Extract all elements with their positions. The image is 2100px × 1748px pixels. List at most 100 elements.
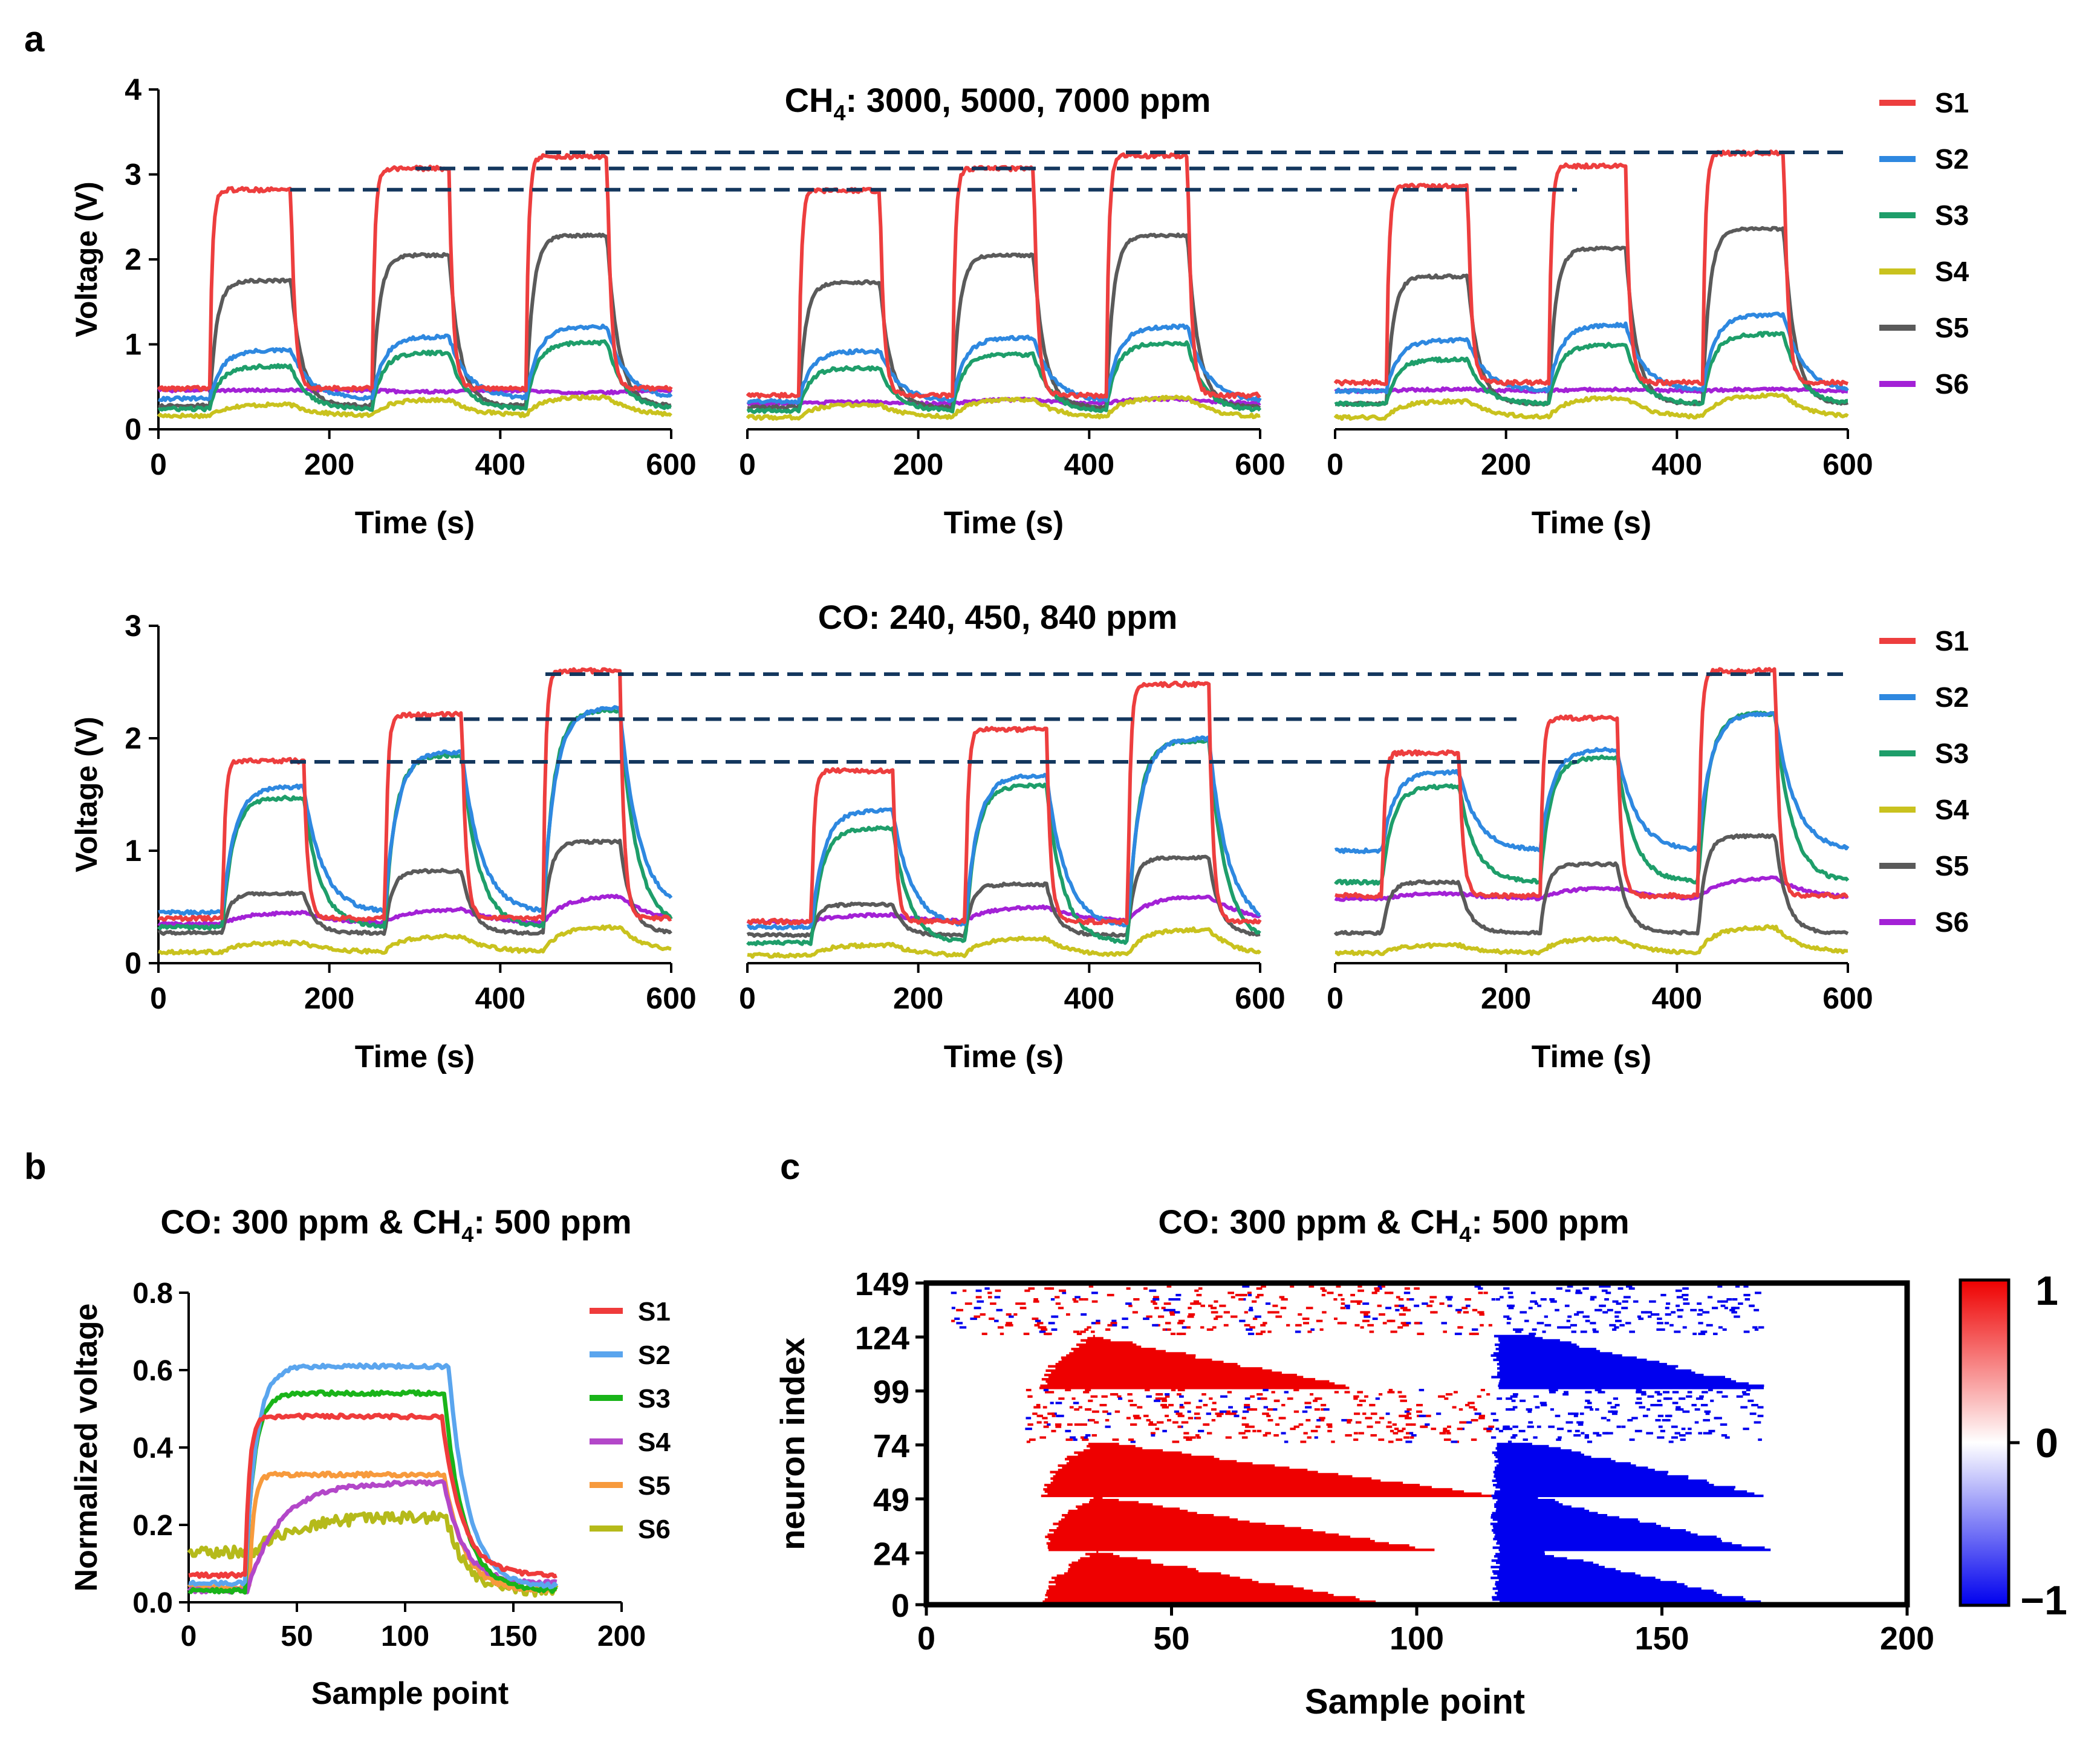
heat-cell: [1281, 1298, 1288, 1301]
heat-cell: [1058, 1307, 1064, 1310]
heat-cell: [1611, 1410, 1618, 1413]
chart-title-sub: 4: [461, 1222, 473, 1247]
heat-cell: [1397, 1326, 1403, 1329]
series-s5-line: [1333, 833, 1849, 936]
series-s3-line: [1334, 331, 1848, 408]
heat-cell: [1494, 1555, 1554, 1558]
heat-cell: [1015, 1302, 1022, 1305]
heat-cell: [1637, 1315, 1641, 1318]
chart-title-main: CH: [785, 81, 834, 119]
heat-cell: [1074, 1408, 1079, 1411]
x-tick-label: 600: [646, 447, 696, 481]
heat-cell: [1518, 1429, 1526, 1432]
y-axis-label: Normalized voltage: [69, 1304, 104, 1592]
heat-cell: [1746, 1389, 1751, 1391]
heat-cell: [1093, 1334, 1095, 1337]
heat-cell: [1117, 1395, 1122, 1398]
heat-cell: [1360, 1311, 1365, 1314]
heat-cell: [1265, 1302, 1271, 1305]
heat-cell: [1090, 1395, 1098, 1398]
y-tick-label: 1: [125, 328, 141, 362]
heat-cell: [1592, 1328, 1596, 1331]
heat-cell: [1187, 1315, 1194, 1318]
heat-cell: [1743, 1428, 1749, 1431]
heat-cell: [1041, 1328, 1048, 1331]
heat-cell: [1682, 1287, 1689, 1290]
heat-cell: [1127, 1393, 1133, 1396]
heat-cell: [1043, 1389, 1049, 1391]
heat-cell: [1322, 1311, 1327, 1314]
heat-cell: [1230, 1296, 1235, 1299]
heat-cell: [1303, 1432, 1308, 1435]
heat-cell: [1041, 1326, 1045, 1329]
heat-cell: [1374, 1287, 1380, 1290]
heat-cell: [1027, 1423, 1033, 1426]
heat-cell: [1374, 1289, 1380, 1292]
heat-cell: [1494, 1334, 1535, 1337]
heat-cell: [1262, 1412, 1269, 1415]
heat-cell: [1056, 1414, 1060, 1417]
heat-cell: [1246, 1328, 1253, 1331]
heat-cell: [1409, 1432, 1414, 1435]
series-s5-line: [187, 1470, 558, 1594]
heat-cell: [1099, 1403, 1107, 1406]
heat-cell: [951, 1319, 955, 1322]
heat-cell: [1242, 1285, 1250, 1288]
heat-cell: [1393, 1432, 1399, 1435]
heat-cell: [1293, 1389, 1299, 1391]
heat-cell: [1550, 1300, 1556, 1303]
heat-cell: [1720, 1304, 1726, 1307]
heat-cell: [1498, 1579, 1661, 1582]
heat-cell: [1581, 1432, 1585, 1435]
x-tick-label: 200: [893, 981, 943, 1015]
heat-cell: [1275, 1423, 1280, 1426]
heat-cell: [1754, 1328, 1759, 1331]
heat-cell: [1381, 1285, 1385, 1288]
heat-cell: [1048, 1376, 1304, 1379]
y-tick-label: 49: [873, 1482, 909, 1518]
heat-cell: [1183, 1432, 1189, 1435]
heat-cell: [1411, 1434, 1417, 1437]
heat-cell: [1171, 1389, 1176, 1391]
heat-cell: [1046, 1542, 1389, 1545]
heat-cell: [1013, 1313, 1018, 1316]
heat-cell: [1169, 1311, 1176, 1314]
heat-cell: [1668, 1440, 1674, 1443]
heat-cell: [1105, 1328, 1111, 1331]
series-s3-line: [157, 707, 673, 931]
heat-cell: [1162, 1399, 1168, 1402]
heat-cell: [1284, 1440, 1289, 1443]
y-axis-label: Voltage (V): [70, 716, 103, 872]
heat-cell: [1250, 1408, 1258, 1411]
heat-cell: [1107, 1293, 1114, 1296]
chart-title-main: CO: 300 ppm & CH: [1158, 1203, 1459, 1241]
heat-cell: [1491, 1376, 1725, 1379]
heat-cell: [1256, 1287, 1263, 1290]
heat-cell: [1650, 1313, 1655, 1316]
heat-cell: [1244, 1324, 1250, 1327]
heat-cell: [1497, 1520, 1640, 1523]
heat-cell: [1146, 1395, 1152, 1398]
heat-cell: [1400, 1322, 1406, 1325]
heat-cell: [1047, 1590, 1313, 1593]
heat-cell: [1580, 1330, 1587, 1333]
heat-cell: [1606, 1432, 1613, 1435]
heat-cell: [1399, 1304, 1405, 1307]
heat-cell: [1261, 1285, 1266, 1288]
heat-cell: [1155, 1428, 1160, 1431]
heat-cell: [1055, 1423, 1062, 1426]
heat-cell: [1626, 1285, 1633, 1288]
heat-cell: [1429, 1296, 1437, 1299]
heat-cell: [1602, 1311, 1608, 1314]
heat-cell: [1446, 1432, 1451, 1435]
heat-cell: [1548, 1425, 1555, 1428]
heat-cell: [1528, 1307, 1533, 1310]
heat-cell: [1068, 1509, 1188, 1513]
heat-cell: [1206, 1412, 1211, 1415]
heat-cell: [1641, 1393, 1647, 1396]
heat-cell: [1238, 1298, 1244, 1301]
heat-cell: [1327, 1292, 1334, 1295]
heat-cell: [1065, 1389, 1071, 1391]
heat-cell: [1372, 1317, 1378, 1321]
